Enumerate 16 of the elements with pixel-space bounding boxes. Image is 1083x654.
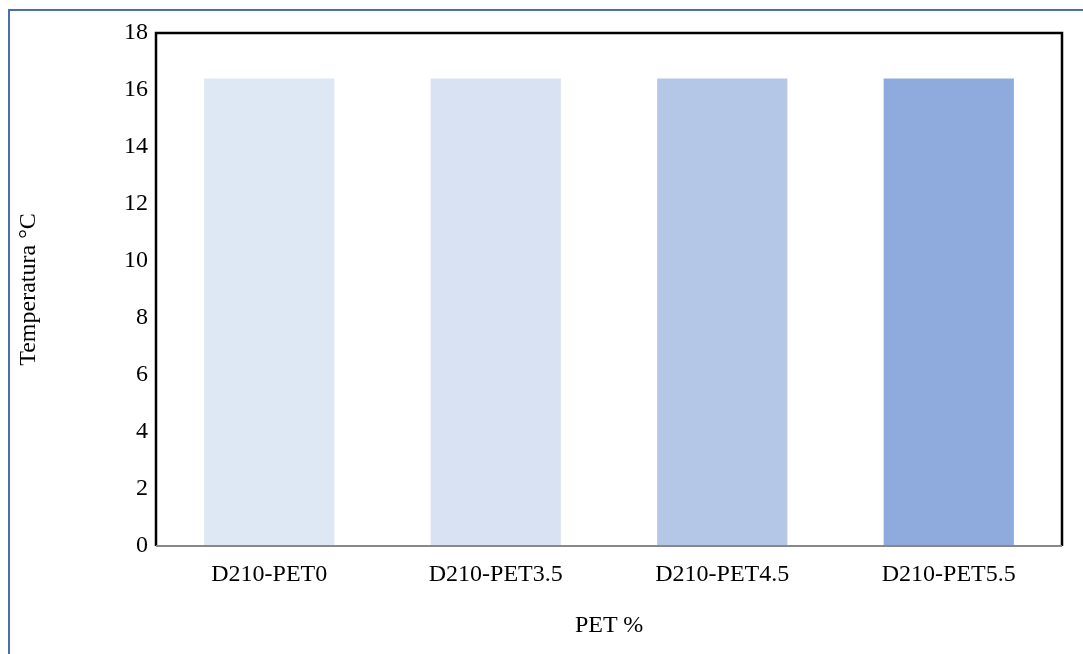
- y-tick-label: 2: [136, 474, 148, 501]
- x-tick-label: D210-PET4.5: [655, 559, 790, 586]
- x-axis-title: PET %: [574, 610, 644, 637]
- y-tick-label: 0: [136, 531, 148, 558]
- y-tick-label: 18: [124, 18, 148, 45]
- y-tick-label: 16: [124, 75, 148, 102]
- x-tick-label: D210-PET3.5: [428, 559, 563, 586]
- y-tick-label: 14: [124, 132, 148, 159]
- y-tick-label: 6: [136, 360, 148, 387]
- x-tick-label: D210-PET0: [211, 559, 328, 586]
- x-tick-label: D210-PET5.5: [881, 559, 1016, 586]
- y-tick-label: 10: [124, 246, 148, 273]
- y-tick-label: 8: [136, 303, 148, 330]
- y-tick-label: 4: [136, 417, 148, 444]
- y-axis-title: Temperatura °C: [13, 213, 40, 366]
- y-tick-label: 12: [124, 189, 148, 216]
